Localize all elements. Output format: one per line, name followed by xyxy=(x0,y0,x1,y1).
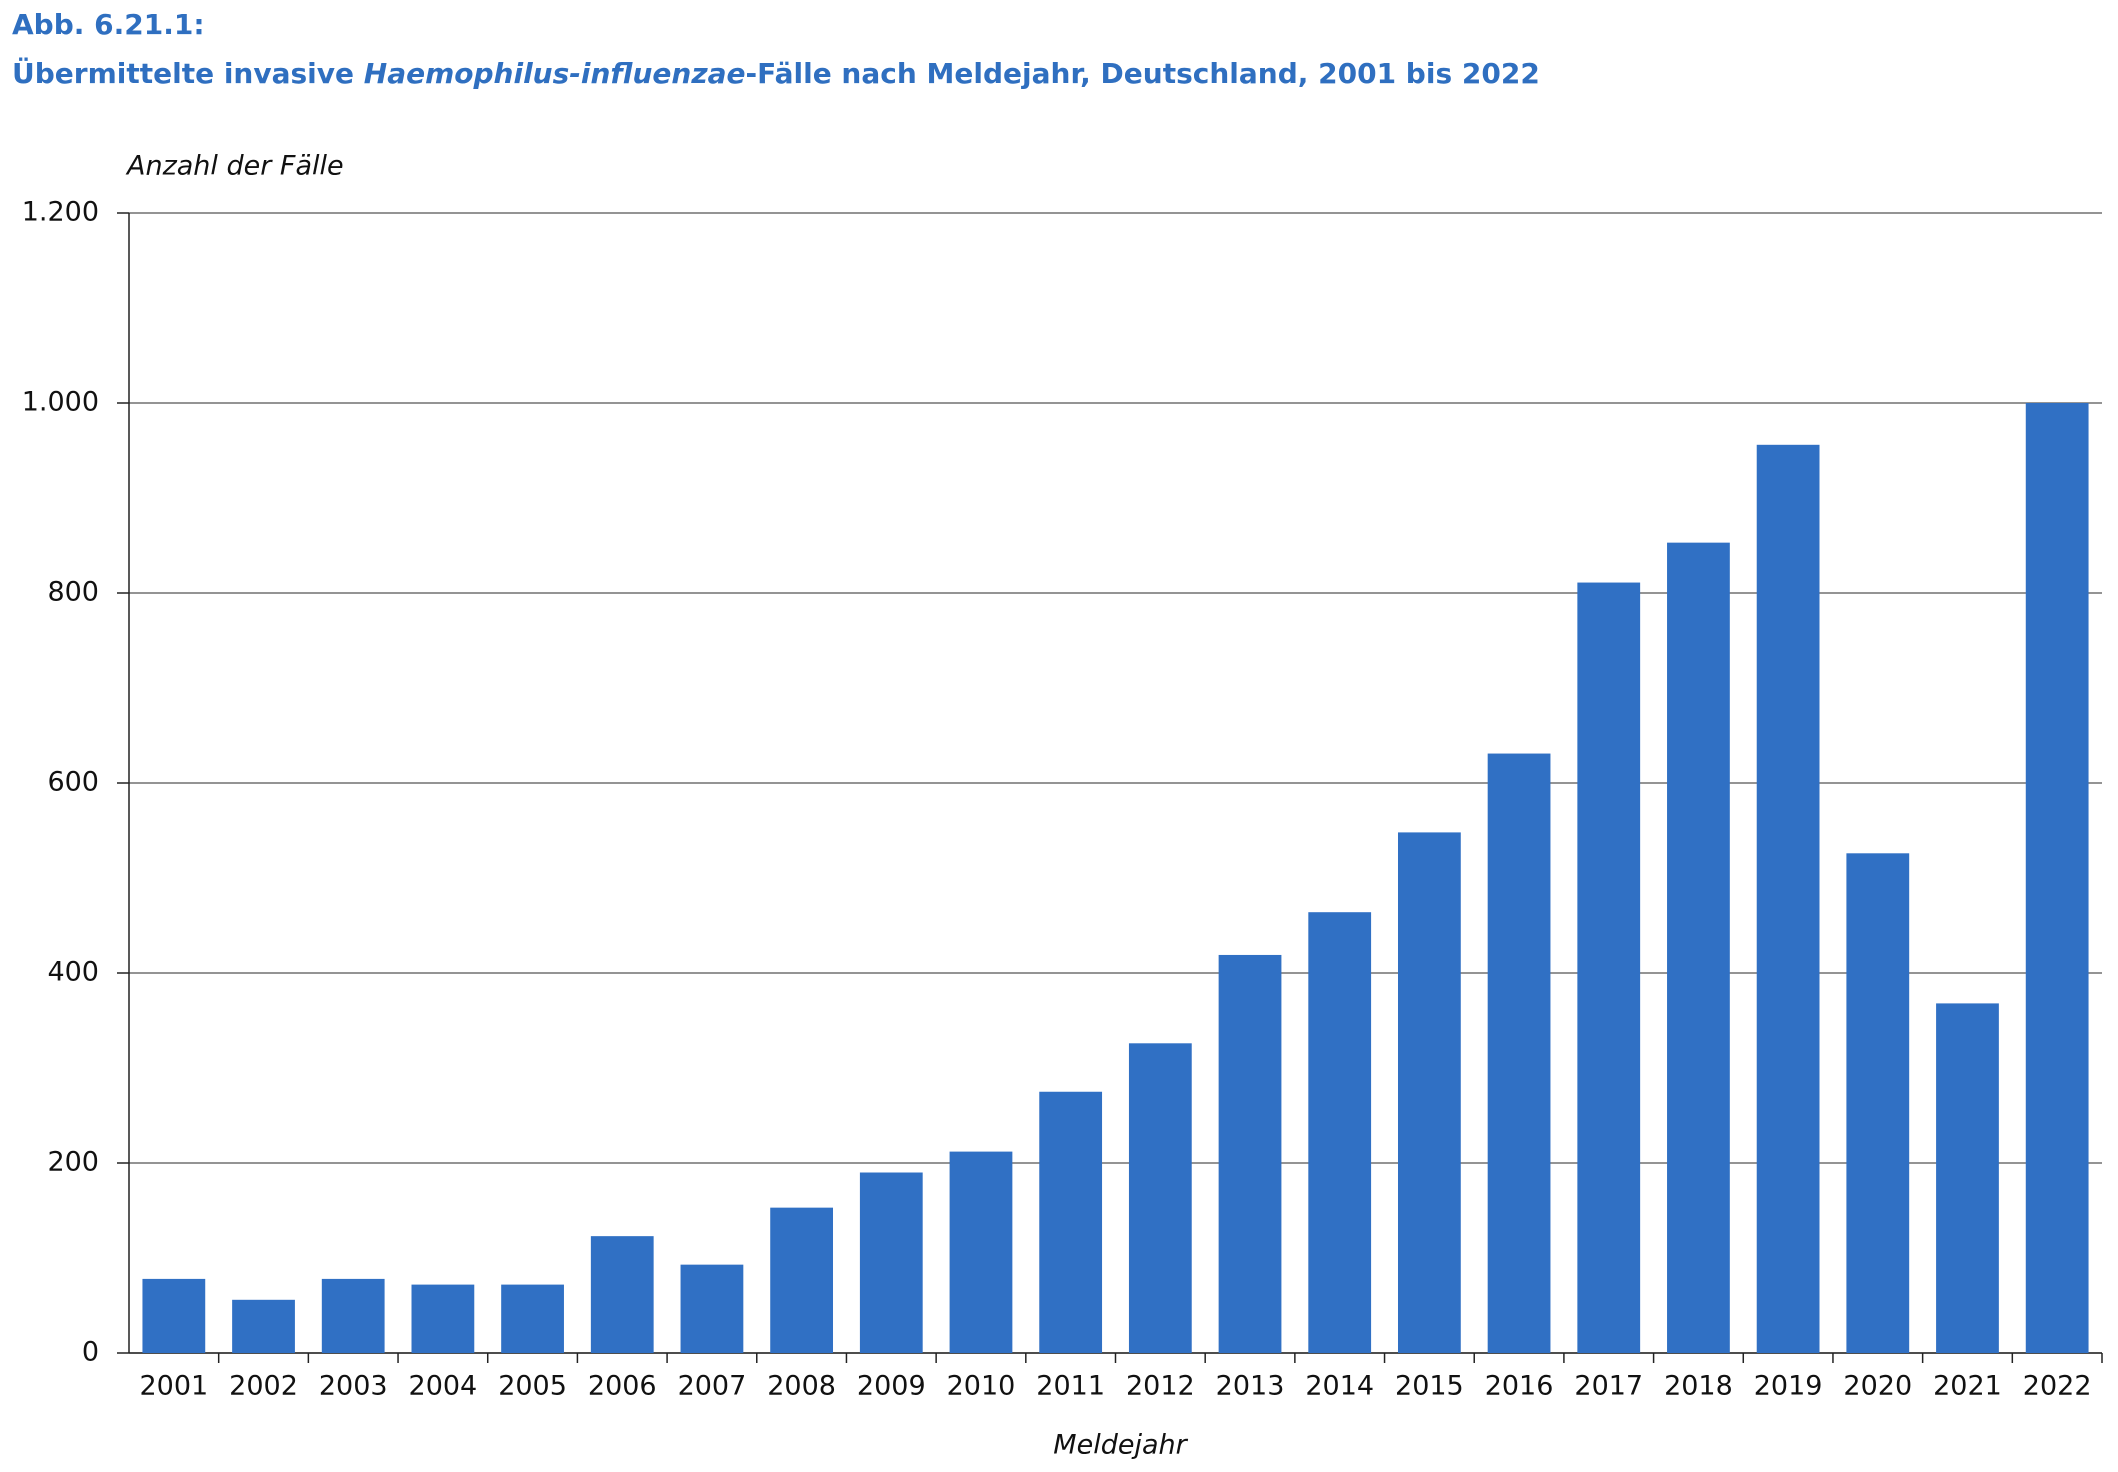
x-tick-label: 2015 xyxy=(1395,1371,1464,1402)
bar xyxy=(1487,753,1551,1353)
y-tick-label: 1.000 xyxy=(22,387,99,418)
x-tick-label: 2003 xyxy=(319,1371,388,1402)
y-axis-label: Anzahl der Fälle xyxy=(125,151,344,182)
x-tick-label: 2022 xyxy=(2023,1371,2092,1402)
bar xyxy=(949,1151,1013,1353)
x-tick-label: 2006 xyxy=(588,1371,657,1402)
bar xyxy=(501,1284,564,1353)
x-tick-label: 2020 xyxy=(1843,1371,1912,1402)
x-tick-label: 2005 xyxy=(498,1371,567,1402)
x-tick-label: 2011 xyxy=(1036,1371,1105,1402)
title-part: Haemophilus-influenzae xyxy=(364,57,746,90)
bar xyxy=(2025,403,2089,1353)
chart-title: Übermittelte invasive Haemophilus-influe… xyxy=(12,56,1540,90)
x-tick-label: 2013 xyxy=(1216,1371,1285,1402)
bar xyxy=(770,1207,834,1353)
x-tick-label: 2019 xyxy=(1754,1371,1823,1402)
x-tick-label: 2010 xyxy=(947,1371,1016,1402)
y-tick-label: 800 xyxy=(47,577,99,608)
bar xyxy=(1936,1003,1999,1353)
x-axis-label: Meldejahr xyxy=(1053,1430,1188,1461)
x-tick-label: 2002 xyxy=(229,1371,298,1402)
x-tick-label: 2016 xyxy=(1485,1371,1554,1402)
x-tick-label: 2008 xyxy=(767,1371,836,1402)
bar xyxy=(142,1278,206,1353)
x-tick-label: 2009 xyxy=(857,1371,926,1402)
x-tick-label: 2007 xyxy=(678,1371,747,1402)
x-tick-label: 2014 xyxy=(1305,1371,1374,1402)
y-tick-label: 600 xyxy=(47,767,99,798)
title-part: -Fälle nach Meldejahr, Deutschland, 2001… xyxy=(746,57,1540,90)
bar xyxy=(411,1284,475,1353)
y-tick-label: 200 xyxy=(47,1147,99,1178)
bar xyxy=(680,1264,744,1353)
bar xyxy=(1846,853,1910,1353)
bar xyxy=(1667,542,1730,1353)
bar xyxy=(232,1299,295,1353)
bar xyxy=(1756,444,1820,1353)
bar xyxy=(1397,832,1461,1353)
bar xyxy=(321,1278,385,1353)
x-tick-label: 2012 xyxy=(1126,1371,1195,1402)
y-tick-label: 400 xyxy=(47,957,99,988)
y-tick-label: 0 xyxy=(82,1337,99,1368)
x-tick-label: 2021 xyxy=(1933,1371,2002,1402)
figure-label: Abb. 6.21.1: xyxy=(12,8,205,41)
x-tick-label: 2004 xyxy=(409,1371,478,1402)
bar xyxy=(1308,912,1372,1353)
bar xyxy=(1128,1043,1192,1353)
bar xyxy=(1577,582,1641,1353)
bar xyxy=(1039,1091,1103,1353)
y-tick-label: 1.200 xyxy=(22,197,99,228)
x-tick-label: 2001 xyxy=(139,1371,208,1402)
bar xyxy=(859,1172,923,1353)
title-part: Übermittelte invasive xyxy=(12,56,354,90)
x-tick-label: 2018 xyxy=(1664,1371,1733,1402)
bar xyxy=(1218,954,1282,1353)
x-tick-label: 2017 xyxy=(1574,1371,1643,1402)
bar xyxy=(590,1236,654,1353)
